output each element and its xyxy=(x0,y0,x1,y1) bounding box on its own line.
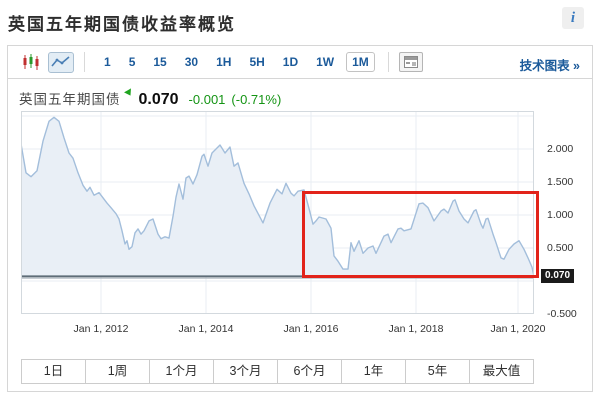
divider xyxy=(387,52,389,72)
down-arrow-icon xyxy=(123,88,134,98)
quote-change: -0.001 xyxy=(188,92,226,107)
interval-button[interactable]: 15 xyxy=(153,55,167,69)
x-axis-label: Jan 1, 2016 xyxy=(283,323,339,335)
candlestick-icon xyxy=(23,54,39,70)
current-value-badge: 0.070 xyxy=(541,269,575,284)
chart-toolbar: 1 5 15 30 1H 5H 1D 1W 1M 技术图表 » xyxy=(8,46,592,79)
quote-row: 英国五年期国债 0.070 -0.001 (-0.71%) xyxy=(19,88,287,109)
interval-button[interactable]: 1W xyxy=(316,55,335,69)
x-axis: Jan 1, 2012 Jan 1, 2014 Jan 1, 2016 Jan … xyxy=(21,323,546,337)
x-axis-label: Jan 1, 2018 xyxy=(388,323,444,335)
info-button[interactable]: i xyxy=(562,7,584,29)
y-axis-label: 2.000 xyxy=(547,143,574,155)
quote-change-pct: (-0.71%) xyxy=(231,92,282,107)
interval-button[interactable]: 1H xyxy=(216,55,232,69)
tech-chart-link[interactable]: 技术图表 » xyxy=(519,59,580,73)
chart-widget: 1 5 15 30 1H 5H 1D 1W 1M 技术图表 » 英国五年期国债 … xyxy=(7,45,593,392)
y-axis-label: 0.500 xyxy=(547,242,574,254)
interval-button[interactable]: 30 xyxy=(184,55,199,69)
y-axis-label: 1.000 xyxy=(547,209,574,221)
quote-value: 0.070 xyxy=(138,91,179,108)
line-chart-button[interactable] xyxy=(48,51,74,73)
y-axis: 2.000 1.500 1.000 0.500 -0.500 0.070 xyxy=(538,111,592,321)
calendar-icon xyxy=(403,56,418,68)
interval-button[interactable]: 1 xyxy=(104,55,111,69)
quote-name: 英国五年期国债 xyxy=(19,92,121,107)
y-axis-label: -0.500 xyxy=(547,308,577,320)
interval-button[interactable]: 1M xyxy=(346,52,375,72)
interval-button[interactable]: 5H xyxy=(249,55,265,69)
x-axis-label: Jan 1, 2020 xyxy=(490,323,546,335)
info-icon: i xyxy=(570,10,576,26)
interval-button[interactable]: 5 xyxy=(128,55,136,69)
price-chart[interactable] xyxy=(20,111,535,315)
range-button[interactable]: 3个月 xyxy=(213,360,277,383)
range-button[interactable]: 1日 xyxy=(43,364,64,378)
range-button[interactable]: 最大值 xyxy=(469,360,533,383)
candlestick-chart-button[interactable] xyxy=(20,51,42,73)
x-axis-label: Jan 1, 2012 xyxy=(73,323,129,335)
x-axis-label: Jan 1, 2014 xyxy=(178,323,234,335)
calendar-button[interactable] xyxy=(398,52,423,72)
line-chart-icon xyxy=(51,56,70,67)
range-button[interactable]: 1周 xyxy=(85,360,149,383)
page-title: 英国五年期国债收益率概览 xyxy=(8,15,236,34)
interval-group: 1 5 15 30 1H 5H 1D 1W 1M xyxy=(95,52,378,72)
range-button-group: 1日 1周 1个月 3个月 6个月 1年 5年 最大值 xyxy=(21,359,534,384)
range-button[interactable]: 1年 xyxy=(341,360,405,383)
range-button[interactable]: 5年 xyxy=(405,360,469,383)
range-button[interactable]: 6个月 xyxy=(277,360,341,383)
divider xyxy=(84,52,85,72)
y-axis-label: 1.500 xyxy=(547,176,574,188)
range-button[interactable]: 1个月 xyxy=(149,360,213,383)
interval-button[interactable]: 1D xyxy=(282,55,299,69)
